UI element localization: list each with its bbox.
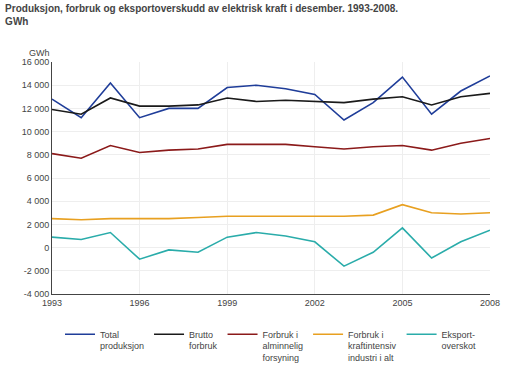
svg-text:GWh: GWh (29, 48, 50, 58)
svg-text:2 000: 2 000 (27, 220, 50, 230)
svg-text:-2 000: -2 000 (24, 266, 50, 276)
svg-text:Forbruk ikraftintensivindustri: Forbruk ikraftintensivindustri i alt (348, 330, 397, 363)
svg-text:16 000: 16 000 (22, 57, 50, 67)
svg-text:-4 000: -4 000 (24, 289, 50, 299)
svg-text:1996: 1996 (130, 298, 150, 308)
svg-text:Bruttoforbruk: Bruttoforbruk (189, 330, 218, 352)
svg-text:6 000: 6 000 (27, 173, 50, 183)
svg-text:10 000: 10 000 (22, 127, 50, 137)
svg-text:Produksjon, forbruk og eksport: Produksjon, forbruk og eksportoverskudd … (5, 3, 398, 27)
svg-text:0: 0 (44, 243, 49, 253)
svg-text:12 000: 12 000 (22, 104, 50, 114)
svg-text:1999: 1999 (217, 298, 237, 308)
svg-text:1993: 1993 (42, 298, 62, 308)
svg-text:2002: 2002 (305, 298, 325, 308)
svg-text:2008: 2008 (480, 298, 500, 308)
svg-text:Totalproduksjon: Totalproduksjon (100, 330, 144, 352)
svg-text:2005: 2005 (392, 298, 412, 308)
svg-text:4 000: 4 000 (27, 196, 50, 206)
svg-text:Forbruk ialminneligforsyning: Forbruk ialminneligforsyning (263, 330, 304, 363)
svg-text:Eksport-overskot: Eksport-overskot (442, 330, 477, 352)
svg-text:14 000: 14 000 (22, 80, 50, 90)
svg-text:8 000: 8 000 (27, 150, 50, 160)
